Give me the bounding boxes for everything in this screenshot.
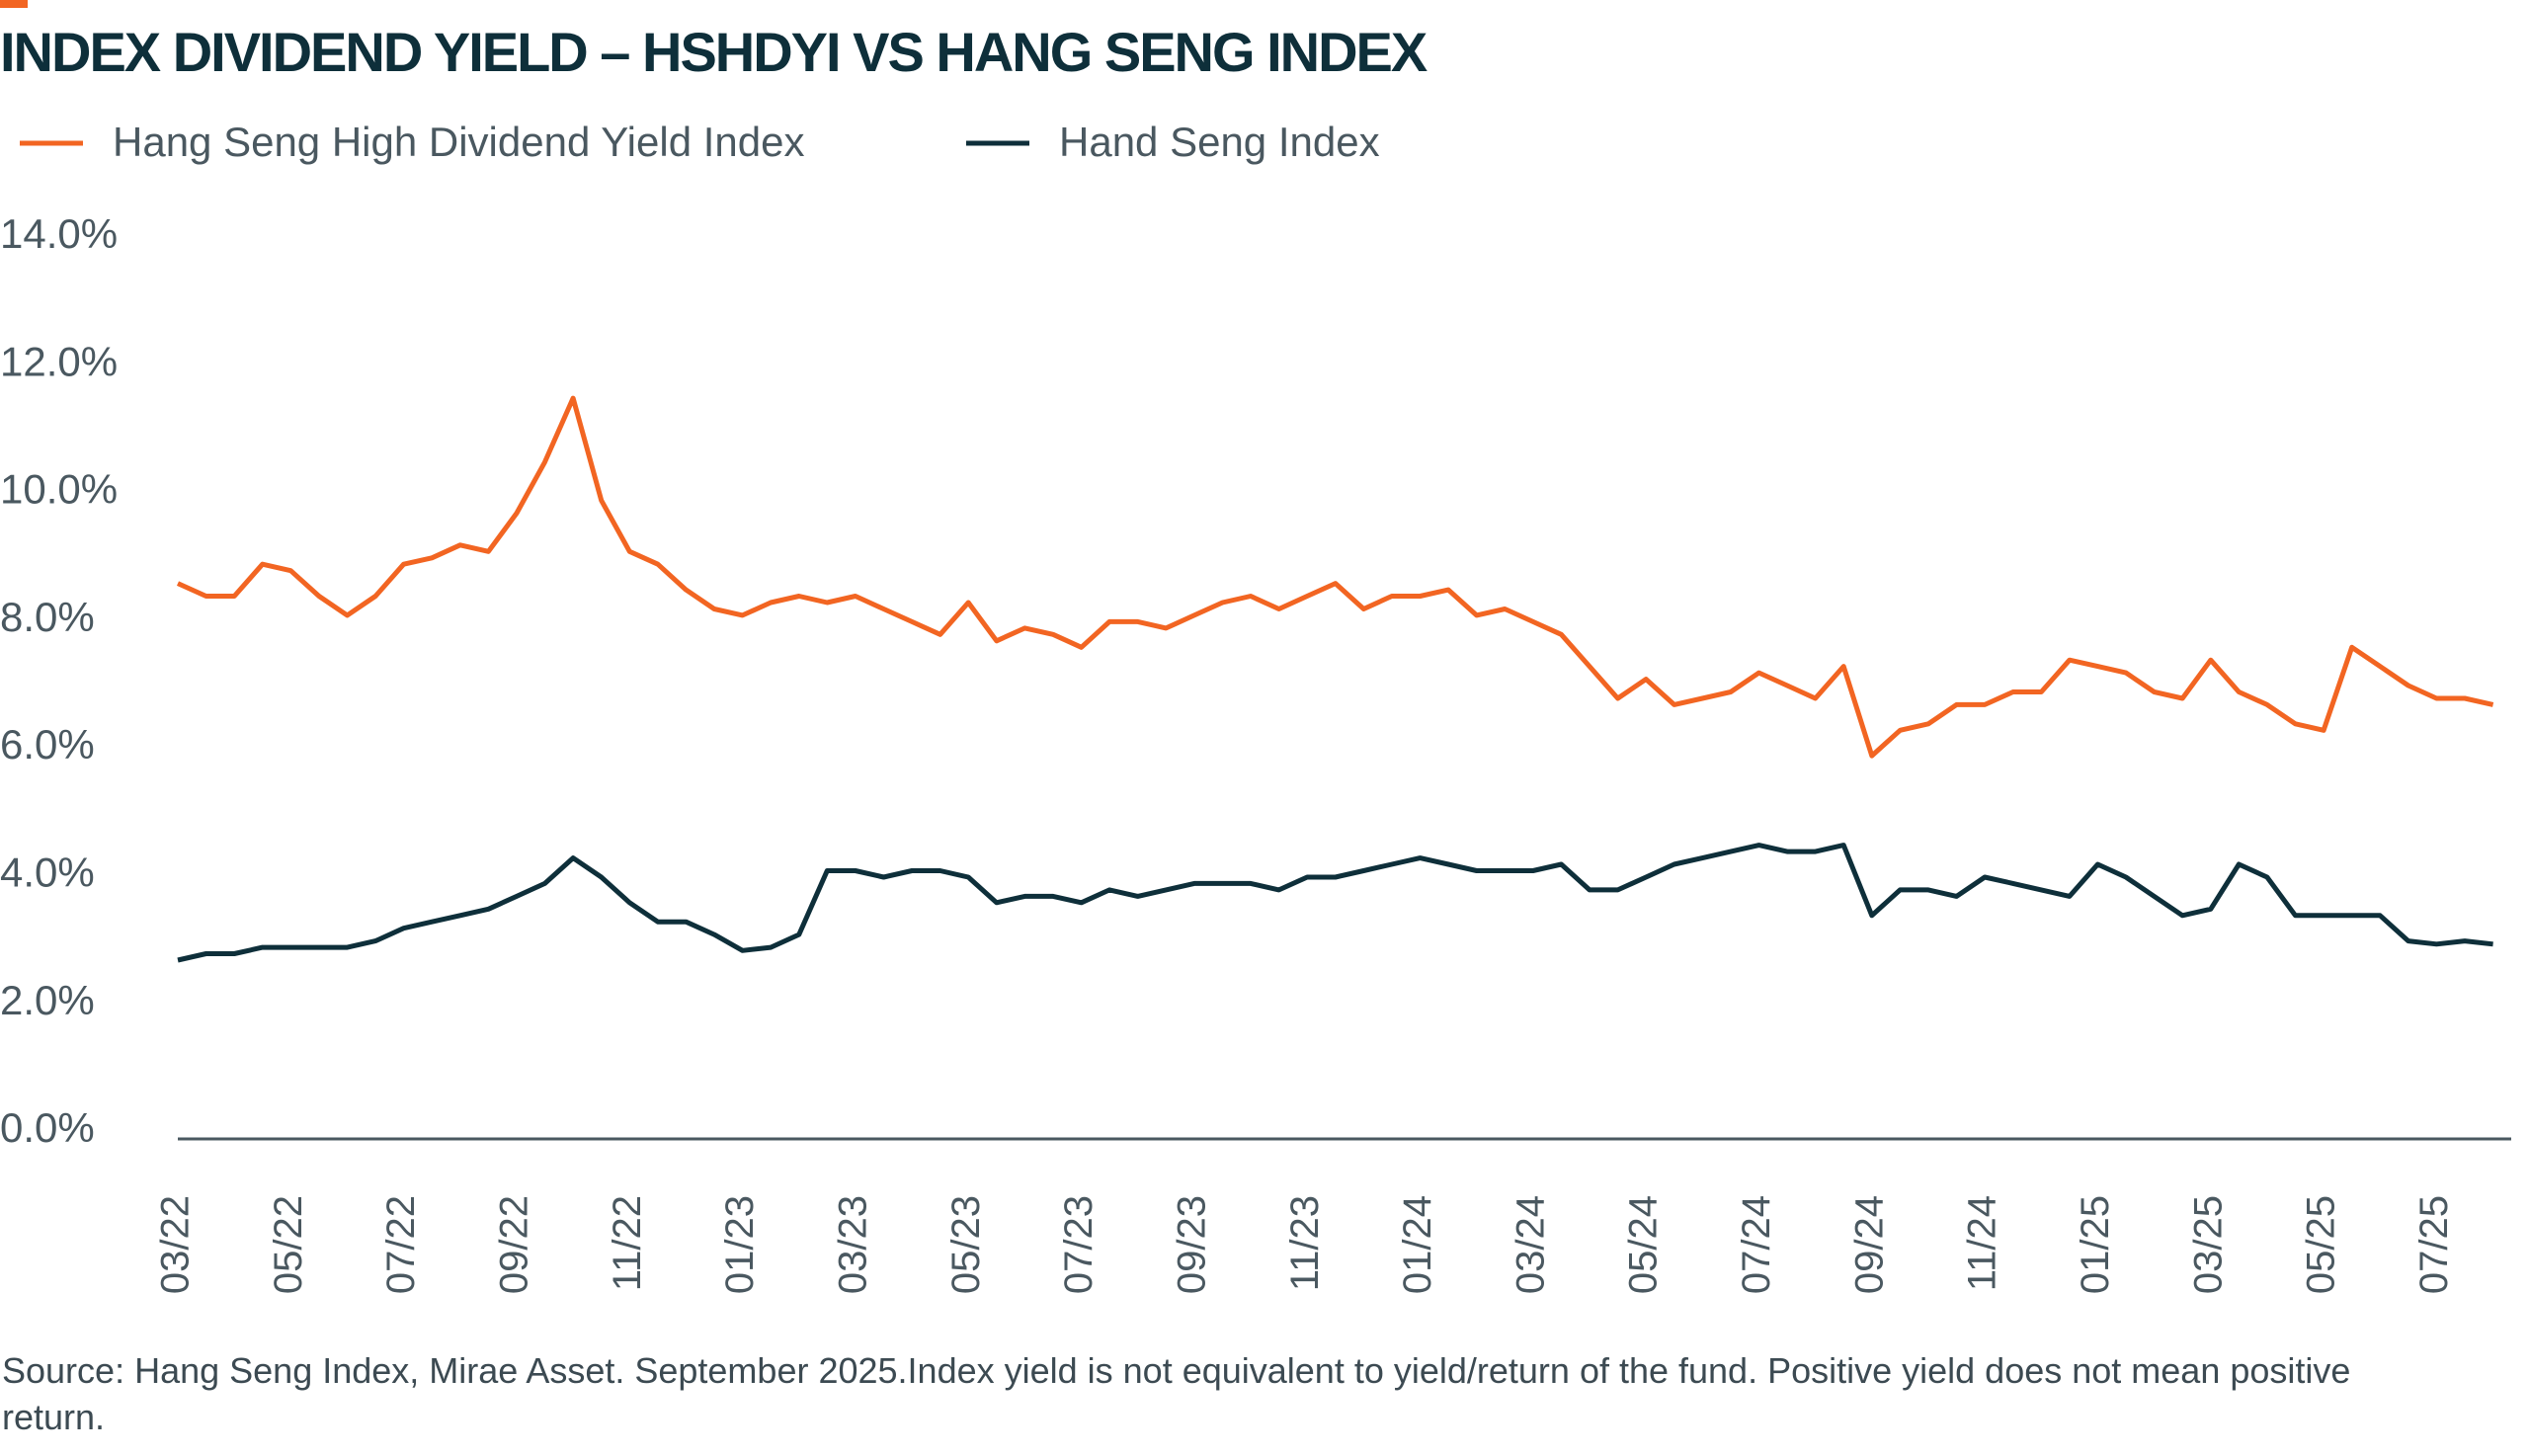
x-tick-label: 05/24 — [1622, 1195, 1666, 1294]
x-tick-label: 11/24 — [1961, 1195, 2004, 1291]
x-tick-label: 07/24 — [1735, 1195, 1778, 1294]
x-tick-label: 05/23 — [944, 1195, 988, 1294]
x-tick-label: 01/24 — [1396, 1195, 1439, 1294]
x-tick-label: 03/25 — [2186, 1195, 2230, 1294]
x-tick-label: 03/22 — [154, 1195, 198, 1294]
y-tick-label: 0.0% — [0, 1104, 95, 1151]
y-tick-label: 8.0% — [0, 594, 95, 640]
accent-bar — [0, 0, 28, 8]
series-line — [176, 395, 2494, 759]
x-tick-label: 05/22 — [267, 1195, 310, 1294]
x-tick-label: 05/25 — [2300, 1195, 2343, 1294]
x-tick-label: 07/25 — [2412, 1195, 2456, 1294]
y-tick-label: 4.0% — [0, 849, 95, 896]
x-tick-label: 09/24 — [1847, 1195, 1891, 1294]
x-tick-label: 09/22 — [493, 1195, 536, 1294]
x-tick-label: 07/22 — [379, 1195, 423, 1294]
x-tick-label: 11/22 — [606, 1195, 649, 1291]
x-tick-label: 01/25 — [2074, 1195, 2117, 1294]
x-tick-label: 07/23 — [1057, 1195, 1101, 1294]
x-tick-label: 03/24 — [1509, 1195, 1552, 1294]
source-note: Source: Hang Seng Index, Mirae Asset. Se… — [2, 1350, 2351, 1437]
legend-label: Hand Seng Index — [1059, 119, 1380, 165]
x-tick-label: 09/23 — [1170, 1195, 1213, 1294]
chart-title: INDEX DIVIDEND YIELD – HSHDYI VS HANG SE… — [0, 21, 1428, 83]
x-tick-label: 11/23 — [1283, 1195, 1327, 1291]
y-tick-label: 12.0% — [0, 338, 118, 384]
x-tick-label: 01/23 — [718, 1195, 762, 1294]
x-tick-label: 03/23 — [831, 1195, 874, 1294]
y-tick-label: 10.0% — [0, 466, 118, 513]
y-tick-label: 6.0% — [0, 721, 95, 768]
series-line — [177, 843, 2493, 963]
legend-label: Hang Seng High Dividend Yield Index — [113, 119, 804, 165]
y-tick-label: 14.0% — [0, 210, 118, 257]
y-tick-label: 2.0% — [0, 977, 95, 1023]
